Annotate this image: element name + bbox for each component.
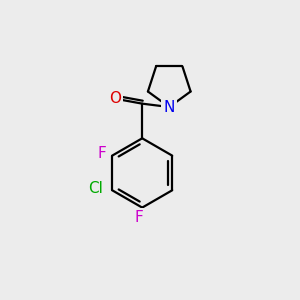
- Text: F: F: [134, 210, 143, 225]
- Text: N: N: [164, 100, 175, 115]
- Text: F: F: [97, 146, 106, 161]
- Text: Cl: Cl: [88, 181, 103, 196]
- Text: O: O: [109, 91, 121, 106]
